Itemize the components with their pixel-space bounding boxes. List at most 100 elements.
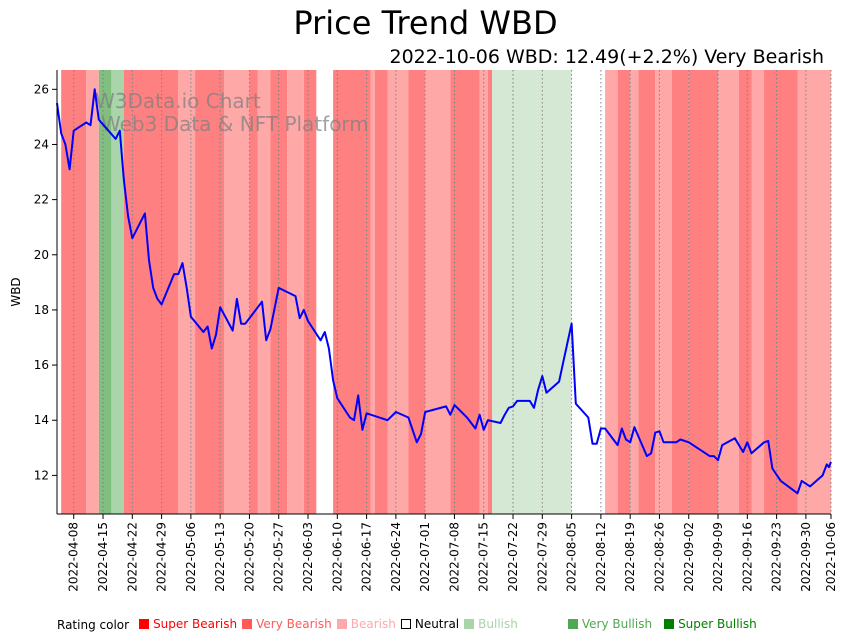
rating-band	[638, 70, 656, 514]
x-tick-label: 2022-06-24	[389, 522, 403, 592]
rating-band	[374, 70, 388, 514]
y-tick-label: 12	[34, 468, 49, 482]
legend-item: Neutral	[400, 617, 460, 631]
x-tick-label: 2022-07-08	[447, 522, 461, 592]
x-tick-label: 2022-08-26	[652, 522, 666, 592]
rating-band	[492, 70, 572, 514]
x-tick-label: 2022-04-08	[67, 522, 81, 592]
x-tick-label: 2022-08-05	[565, 522, 579, 592]
legend-swatch	[139, 619, 150, 629]
x-tick-label: 2022-09-02	[682, 522, 696, 592]
x-ticks: 2022-04-08 2022-04-15 2022-04-22 2022-04-29…	[67, 514, 838, 592]
rating-band	[333, 70, 371, 514]
legend-item-label: Neutral	[414, 617, 460, 631]
rating-band	[617, 70, 631, 514]
price-line-group	[56, 88, 832, 495]
rating-band	[655, 70, 673, 514]
legend-swatch	[664, 619, 675, 629]
x-tick-label: 2022-09-30	[799, 522, 813, 592]
watermark-line1: W3Data.io Chart	[95, 89, 261, 113]
rating-band	[195, 70, 225, 514]
rating-band	[303, 70, 317, 514]
rating-band	[425, 70, 451, 514]
legend-item-label: Super Bullish	[678, 617, 757, 631]
x-tick-label: 2022-08-19	[623, 522, 637, 592]
x-tick-label: 2022-06-10	[330, 522, 344, 592]
x-tick-label: 2022-05-20	[242, 522, 256, 592]
rating-band	[797, 70, 831, 514]
x-tick-label: 2022-09-09	[711, 522, 725, 592]
legend-swatch	[400, 619, 411, 629]
rating-band	[751, 70, 765, 514]
x-tick-label: 2022-04-22	[125, 522, 139, 592]
legend-item-label: Bullish	[478, 617, 518, 631]
x-tick-label: 2022-05-27	[272, 522, 286, 592]
y-ticks: 12 14 16 18 20 22 24 26	[34, 82, 57, 482]
rating-band	[605, 70, 618, 514]
rating-band	[86, 70, 99, 514]
x-tick-label: 2022-09-23	[770, 522, 784, 592]
rating-band	[316, 70, 334, 514]
rating-band	[249, 70, 258, 514]
x-tick-label: 2022-06-03	[301, 522, 315, 592]
x-tick-label: 2022-09-16	[740, 522, 754, 592]
x-tick-label: 2022-05-06	[184, 522, 198, 592]
legend-swatch	[336, 619, 347, 629]
rating-band	[672, 70, 689, 514]
rating-band	[408, 70, 426, 514]
legend-item: Super Bullish	[664, 617, 757, 631]
x-tick-label: 2022-05-13	[213, 522, 227, 592]
y-tick-label: 16	[34, 358, 49, 372]
x-tick-label: 2022-10-06	[824, 522, 838, 592]
rating-band	[764, 70, 798, 514]
x-tick-label: 2022-07-01	[418, 522, 432, 592]
rating-band	[224, 70, 250, 514]
rating-band	[287, 70, 304, 514]
price-line	[56, 88, 832, 495]
y-tick-label: 20	[34, 248, 49, 262]
legend-swatch	[464, 619, 475, 629]
rating-band	[370, 70, 375, 514]
legend-item-label: Very Bullish	[581, 617, 653, 631]
rating-bands	[61, 70, 831, 514]
legend-item: Very Bullish	[567, 617, 653, 631]
x-tick-label: 2022-06-17	[360, 522, 374, 592]
rating-band	[738, 70, 752, 514]
legend-item: Bearish	[336, 617, 396, 631]
watermark-line2: Web3 Data & NFT Platform	[101, 112, 369, 136]
rating-band	[450, 70, 480, 514]
rating-band	[718, 70, 739, 514]
rating-band	[571, 70, 606, 514]
rating-band	[123, 70, 179, 514]
legend: Rating color Super Bearish Very Bearish Be…	[57, 617, 762, 632]
x-tick-label: 2022-04-29	[155, 522, 169, 592]
y-tick-label: 24	[34, 137, 49, 151]
rating-band	[111, 70, 124, 514]
rating-band	[487, 70, 493, 514]
legend-item: Very Bearish	[242, 617, 332, 631]
x-tick-label: 2022-04-15	[96, 522, 110, 592]
rating-band	[630, 70, 639, 514]
watermark: W3Data.io Chart Web3 Data & NFT Platform	[95, 89, 369, 136]
legend-swatch	[242, 619, 253, 629]
chart-subtitle: 2022-10-06 WBD: 12.49(+2.2%) Very Bearis…	[389, 46, 824, 68]
legend-item: Super Bearish	[139, 617, 237, 631]
legend-swatch	[567, 619, 578, 629]
x-tick-label: 2022-07-22	[506, 522, 520, 592]
y-tick-label: 26	[34, 82, 49, 96]
y-axis-label: WBD	[9, 277, 23, 306]
x-tick-label: 2022-07-15	[477, 522, 491, 592]
legend-label: Rating color	[57, 617, 130, 632]
y-tick-label: 22	[34, 193, 49, 207]
rating-band	[688, 70, 719, 514]
rating-band	[387, 70, 409, 514]
chart-title: Price Trend WBD	[293, 4, 558, 42]
legend-item-label: Super Bearish	[153, 617, 238, 631]
y-tick-label: 14	[34, 413, 49, 427]
legend-item-label: Bearish	[350, 617, 396, 631]
y-tick-label: 18	[34, 303, 49, 317]
x-tick-label: 2022-07-29	[535, 522, 549, 592]
legend-item-label: Very Bearish	[256, 617, 332, 631]
rating-band	[98, 70, 112, 514]
